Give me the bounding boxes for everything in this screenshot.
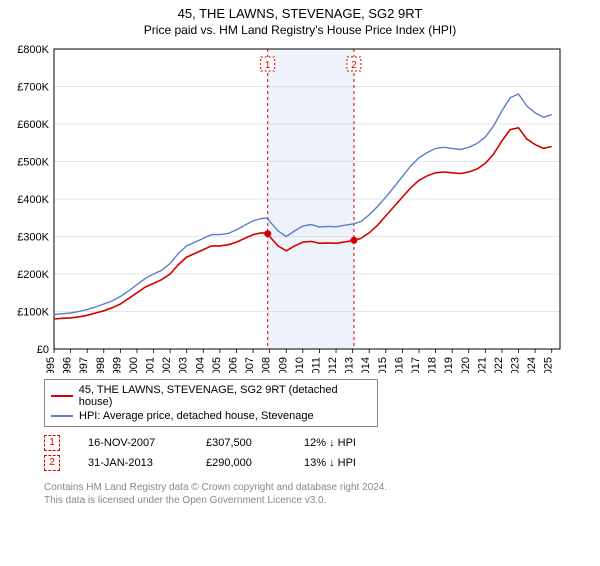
xtick-label: 2012 <box>327 357 339 373</box>
xtick-label: 2002 <box>161 357 173 373</box>
xtick-label: 1996 <box>62 357 74 373</box>
page-title: 45, THE LAWNS, STEVENAGE, SG2 9RT <box>0 6 600 21</box>
xtick-label: 2004 <box>194 357 206 373</box>
ytick-label: £700K <box>17 82 49 94</box>
xtick-label: 2021 <box>476 357 488 373</box>
marker-price: £307,500 <box>206 437 276 449</box>
xtick-label: 2007 <box>244 357 256 373</box>
xtick-label: 2009 <box>277 357 289 373</box>
ytick-label: £100K <box>17 307 49 319</box>
legend-row: 45, THE LAWNS, STEVENAGE, SG2 9RT (detac… <box>51 383 371 409</box>
marker-diff: 13% ↓ HPI <box>304 457 384 469</box>
xtick-label: 2019 <box>443 357 455 373</box>
xtick-label: 2013 <box>344 357 356 373</box>
chart-container: £0 £100K £200K £300K £400K £500K £600K £700K £80… <box>10 43 580 373</box>
marker-badge-num: 2 <box>351 60 357 71</box>
ytick-label: £0 <box>37 344 49 356</box>
legend-swatch <box>51 395 73 397</box>
marker-dot <box>264 230 271 237</box>
marker-date: 16-NOV-2007 <box>88 437 178 449</box>
ytick-label: £400K <box>17 194 49 206</box>
marker-row: 2 31-JAN-2013 £290,000 13% ↓ HPI <box>44 453 600 473</box>
legend-row: HPI: Average price, detached house, Stev… <box>51 409 371 423</box>
xtick-label: 2022 <box>493 357 505 373</box>
ytick-label: £300K <box>17 232 49 244</box>
xtick-label: 2024 <box>526 357 538 373</box>
marker-badge: 2 <box>44 455 60 471</box>
ytick-label: £500K <box>17 157 49 169</box>
xtick-label: 2011 <box>310 357 322 373</box>
marker-row: 1 16-NOV-2007 £307,500 12% ↓ HPI <box>44 433 600 453</box>
footer-attribution: Contains HM Land Registry data © Crown c… <box>44 481 600 507</box>
xtick-label: 1998 <box>95 357 107 373</box>
xtick-label: 2003 <box>178 357 190 373</box>
footer-line-1: Contains HM Land Registry data © Crown c… <box>44 481 600 494</box>
xtick-label: 2017 <box>410 357 422 373</box>
xtick-label: 1995 <box>45 357 57 373</box>
legend-label: 45, THE LAWNS, STEVENAGE, SG2 9RT (detac… <box>79 384 371 408</box>
footer-line-2: This data is licensed under the Open Gov… <box>44 494 600 507</box>
marker-diff: 12% ↓ HPI <box>304 437 384 449</box>
marker-badge: 1 <box>44 435 60 451</box>
xtick-label: 2005 <box>211 357 223 373</box>
ytick-label: £800K <box>17 44 49 56</box>
xtick-label: 2016 <box>393 357 405 373</box>
xtick-label: 2008 <box>261 357 273 373</box>
xtick-label: 1999 <box>111 357 123 373</box>
ytick-label: £600K <box>17 119 49 131</box>
legend: 45, THE LAWNS, STEVENAGE, SG2 9RT (detac… <box>44 379 378 427</box>
xtick-label: 2018 <box>427 357 439 373</box>
legend-swatch <box>51 415 73 417</box>
xtick-label: 2000 <box>128 357 140 373</box>
xtick-label: 2006 <box>227 357 239 373</box>
xtick-label: 2001 <box>145 357 157 373</box>
marker-date: 31-JAN-2013 <box>88 457 178 469</box>
xtick-label: 2023 <box>510 357 522 373</box>
marker-badge-num: 1 <box>265 60 271 71</box>
price-chart: £0 £100K £200K £300K £400K £500K £600K £700K £80… <box>10 43 570 373</box>
legend-label: HPI: Average price, detached house, Stev… <box>79 410 314 422</box>
marker-price: £290,000 <box>206 457 276 469</box>
page-subtitle: Price paid vs. HM Land Registry's House … <box>0 23 600 37</box>
marker-dot <box>350 237 357 244</box>
xtick-label: 1997 <box>78 357 90 373</box>
xtick-label: 2014 <box>360 357 372 373</box>
xtick-label: 2015 <box>377 357 389 373</box>
ytick-label: £200K <box>17 269 49 281</box>
xtick-label: 2020 <box>460 357 472 373</box>
marker-table: 1 16-NOV-2007 £307,500 12% ↓ HPI 2 31-JAN-201… <box>44 433 600 473</box>
xtick-label: 2010 <box>294 357 306 373</box>
xtick-label: 2025 <box>543 357 555 373</box>
